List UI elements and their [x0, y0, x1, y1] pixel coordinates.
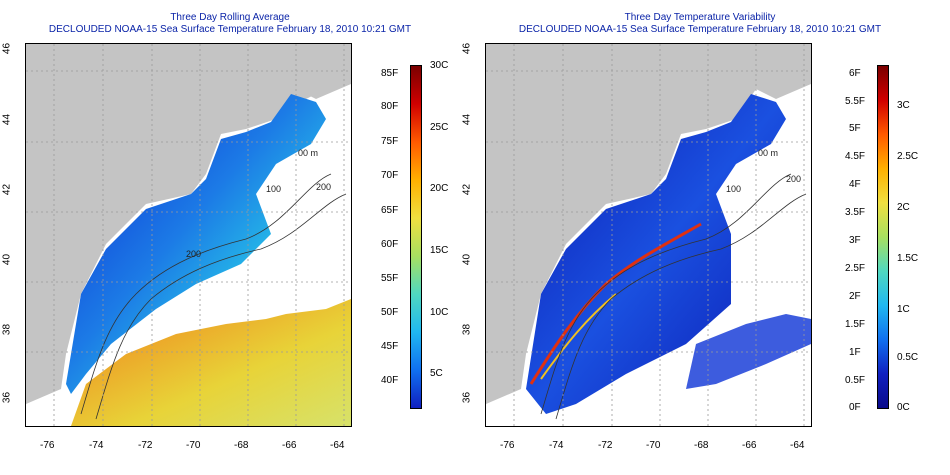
lon-tick-label: -68: [234, 440, 249, 451]
lon-tick-label: -70: [646, 440, 661, 451]
lat-tick-label: 44: [1, 113, 13, 126]
colorbar-f-label: 45F: [381, 341, 399, 352]
lon-tick-label: -74: [549, 440, 564, 451]
lon-tick-label: -66: [742, 440, 757, 451]
colorbar-c-label: 15C: [430, 245, 449, 256]
lon-tick-label: -64: [330, 440, 345, 451]
colorbar-f-label: 4F: [849, 179, 861, 190]
colorbar-f-label: 2F: [849, 291, 861, 302]
colorbar-f-label: 1F: [849, 347, 861, 358]
colorbar-f-label: 5F: [849, 123, 861, 134]
lat-tick-label: 46: [1, 42, 13, 55]
colorbar-f-label: 1.5F: [845, 319, 866, 330]
colorbar-c-label: 0C: [897, 402, 910, 413]
nova-scotia-land: [266, 44, 351, 104]
lon-tick-label: -72: [598, 440, 613, 451]
colorbar-f-label: 40F: [381, 375, 399, 386]
lat-tick-label: 44: [461, 113, 473, 126]
right-title-line1: Three Day Temperature Variability: [624, 12, 776, 23]
gulf-stream-water: [71, 299, 351, 426]
lon-tick-label: -64: [790, 440, 805, 451]
land-mass: [486, 44, 811, 404]
colorbar-c-label: 5C: [430, 368, 443, 379]
lat-tick-label: 42: [461, 183, 473, 196]
lat-tick-label: 46: [461, 42, 473, 55]
colorbar-c-label: 3C: [897, 100, 910, 111]
shelf-water: [66, 94, 326, 394]
lon-tick-label: -66: [282, 440, 297, 451]
colorbar-c-label: 1C: [897, 304, 910, 315]
depth-contour: [95, 193, 347, 420]
lat-tick-label: 36: [461, 391, 473, 404]
colorbar-c-label: 25C: [430, 122, 449, 133]
colorbar-f-label: 0F: [849, 402, 861, 413]
colorbar-c-label: 30C: [430, 60, 449, 71]
left-title-line1: Three Day Rolling Average: [170, 12, 290, 23]
lat-tick-label: 38: [1, 323, 13, 336]
right-map-svg: [486, 44, 811, 426]
contour-label: 200: [786, 174, 802, 184]
contour-label: 200: [316, 182, 332, 192]
right-variability-map: 00 m 100 200: [485, 43, 812, 427]
lat-tick-label: 40: [1, 253, 13, 266]
variability-field: [526, 94, 786, 414]
right-colorbar: [877, 65, 889, 409]
colorbar-f-label: 75F: [381, 136, 399, 147]
contour-label: 100: [726, 184, 742, 194]
right-title-line2: DECLOUDED NOAA-15 Sea Surface Temperatur…: [518, 24, 882, 35]
colorbar-f-label: 55F: [381, 273, 399, 284]
lon-tick-label: -74: [89, 440, 104, 451]
colorbar-f-label: 3.5F: [845, 207, 866, 218]
colorbar-f-label: 50F: [381, 307, 399, 318]
colorbar-f-label: 60F: [381, 239, 399, 250]
high-variability-band: [540, 293, 617, 380]
left-map-svg: [26, 44, 351, 426]
colorbar-f-label: 85F: [381, 68, 399, 79]
lat-tick-label: 42: [1, 183, 13, 196]
lon-tick-label: -76: [500, 440, 515, 451]
colorbar-c-label: 20C: [430, 183, 449, 194]
lon-tick-label: -68: [694, 440, 709, 451]
high-variability-band: [529, 222, 702, 385]
depth-contour: [555, 193, 807, 420]
lat-tick-label: 40: [461, 253, 473, 266]
lon-tick-label: -76: [40, 440, 55, 451]
left-title-line2: DECLOUDED NOAA-15 Sea Surface Temperatur…: [48, 24, 412, 35]
depth-contour: [80, 173, 332, 415]
lat-tick-label: 36: [1, 391, 13, 404]
colorbar-f-label: 3F: [849, 235, 861, 246]
colorbar-c-label: 0.5C: [897, 352, 919, 363]
contour-label: 100: [266, 184, 282, 194]
colorbar-c-label: 1.5C: [897, 253, 919, 264]
colorbar-c-label: 10C: [430, 307, 449, 318]
left-colorbar: [410, 65, 422, 409]
land-mass: [26, 44, 351, 404]
contour-label: 00 m: [758, 148, 779, 158]
lat-lon-grid: [26, 44, 351, 426]
colorbar-f-label: 65F: [381, 205, 399, 216]
lon-tick-label: -70: [186, 440, 201, 451]
colorbar-f-label: 5.5F: [845, 96, 866, 107]
colorbar-c-label: 2.5C: [897, 151, 919, 162]
depth-contour: [540, 173, 792, 415]
lon-tick-label: -72: [138, 440, 153, 451]
scattered-offshore-pixels: [686, 314, 811, 389]
colorbar-f-label: 80F: [381, 101, 399, 112]
colorbar-f-label: 0.5F: [845, 375, 866, 386]
left-sst-map: 00 m 100 200 200: [25, 43, 352, 427]
colorbar-f-label: 4.5F: [845, 151, 866, 162]
colorbar-f-label: 2.5F: [845, 263, 866, 274]
contour-label: 00 m: [298, 148, 319, 158]
contour-label: 200: [186, 249, 202, 259]
lat-lon-grid: [486, 44, 811, 426]
lat-tick-label: 38: [461, 323, 473, 336]
colorbar-f-label: 6F: [849, 68, 861, 79]
colorbar-c-label: 2C: [897, 202, 910, 213]
colorbar-f-label: 70F: [381, 170, 399, 181]
